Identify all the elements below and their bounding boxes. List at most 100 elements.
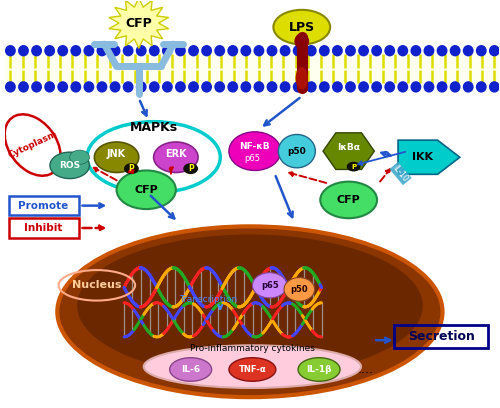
Ellipse shape [371, 45, 382, 56]
Ellipse shape [463, 81, 473, 93]
Ellipse shape [424, 45, 434, 56]
Ellipse shape [50, 152, 90, 179]
Ellipse shape [188, 45, 199, 56]
Ellipse shape [280, 45, 290, 56]
Ellipse shape [214, 45, 225, 56]
Ellipse shape [450, 81, 460, 93]
Ellipse shape [332, 45, 343, 56]
Ellipse shape [489, 81, 500, 93]
Ellipse shape [170, 358, 211, 381]
Polygon shape [398, 140, 460, 174]
Ellipse shape [5, 45, 16, 56]
Ellipse shape [384, 45, 395, 56]
Ellipse shape [58, 45, 68, 56]
Ellipse shape [122, 81, 134, 93]
Ellipse shape [296, 67, 308, 89]
Ellipse shape [476, 45, 486, 56]
Ellipse shape [5, 81, 16, 93]
Ellipse shape [229, 358, 276, 381]
Ellipse shape [489, 45, 500, 56]
Ellipse shape [410, 81, 422, 93]
Ellipse shape [292, 81, 304, 93]
Text: P: P [188, 164, 194, 173]
Ellipse shape [294, 33, 309, 49]
Ellipse shape [96, 81, 108, 93]
Text: p65: p65 [261, 281, 278, 290]
Ellipse shape [122, 45, 134, 56]
Ellipse shape [298, 358, 340, 381]
Ellipse shape [278, 135, 316, 168]
Ellipse shape [398, 45, 408, 56]
Ellipse shape [149, 81, 160, 93]
Text: p65: p65 [244, 154, 260, 163]
Ellipse shape [136, 45, 146, 56]
Ellipse shape [254, 45, 264, 56]
Ellipse shape [229, 132, 281, 171]
Ellipse shape [154, 142, 198, 173]
Ellipse shape [201, 81, 212, 93]
Ellipse shape [240, 45, 252, 56]
Ellipse shape [266, 81, 278, 93]
Text: ROS: ROS [59, 161, 80, 170]
Text: Transcription: Transcription [179, 295, 237, 304]
Ellipse shape [436, 81, 448, 93]
Ellipse shape [274, 10, 330, 44]
Ellipse shape [252, 273, 287, 298]
Text: Inhibit: Inhibit [24, 223, 62, 233]
Ellipse shape [44, 45, 55, 56]
Ellipse shape [284, 277, 314, 301]
Ellipse shape [18, 81, 29, 93]
Ellipse shape [463, 45, 473, 56]
Ellipse shape [149, 45, 160, 56]
Ellipse shape [476, 81, 486, 93]
Ellipse shape [58, 81, 68, 93]
Ellipse shape [31, 81, 42, 93]
Ellipse shape [228, 81, 238, 93]
Ellipse shape [345, 81, 356, 93]
Ellipse shape [94, 142, 139, 173]
Ellipse shape [306, 81, 316, 93]
Ellipse shape [110, 45, 120, 56]
Ellipse shape [144, 345, 361, 388]
Ellipse shape [70, 150, 89, 164]
Ellipse shape [424, 81, 434, 93]
Ellipse shape [77, 235, 423, 377]
Ellipse shape [266, 45, 278, 56]
Ellipse shape [254, 81, 264, 93]
Text: MAPKs: MAPKs [130, 122, 178, 135]
Text: Secretion: Secretion [408, 330, 475, 343]
Text: NF-κB: NF-κB [240, 142, 270, 151]
Text: LPS: LPS [288, 21, 315, 33]
Text: P: P [128, 164, 134, 173]
Ellipse shape [44, 81, 55, 93]
Ellipse shape [358, 81, 369, 93]
Ellipse shape [175, 81, 186, 93]
Ellipse shape [110, 81, 120, 93]
Ellipse shape [84, 81, 94, 93]
Text: JNK: JNK [107, 149, 126, 160]
Polygon shape [323, 133, 374, 169]
Ellipse shape [320, 182, 377, 218]
Ellipse shape [214, 81, 225, 93]
Ellipse shape [18, 45, 29, 56]
Text: P: P [351, 164, 356, 170]
Ellipse shape [124, 163, 139, 174]
Ellipse shape [306, 45, 316, 56]
Ellipse shape [410, 45, 422, 56]
Text: Promote: Promote [18, 201, 68, 211]
Text: CFP: CFP [126, 17, 152, 29]
Text: Nucleus: Nucleus [72, 280, 122, 290]
Ellipse shape [162, 81, 173, 93]
Bar [6, 52, 500, 86]
Ellipse shape [136, 81, 146, 93]
Ellipse shape [162, 45, 173, 56]
Ellipse shape [228, 45, 238, 56]
Text: CFP: CFP [134, 185, 158, 195]
Ellipse shape [84, 45, 94, 56]
Ellipse shape [384, 81, 395, 93]
Ellipse shape [70, 81, 81, 93]
Ellipse shape [280, 81, 290, 93]
Text: TNF-α: TNF-α [238, 365, 266, 374]
Ellipse shape [58, 226, 442, 397]
Text: Pro-inflammatory cytokines: Pro-inflammatory cytokines [190, 344, 315, 353]
